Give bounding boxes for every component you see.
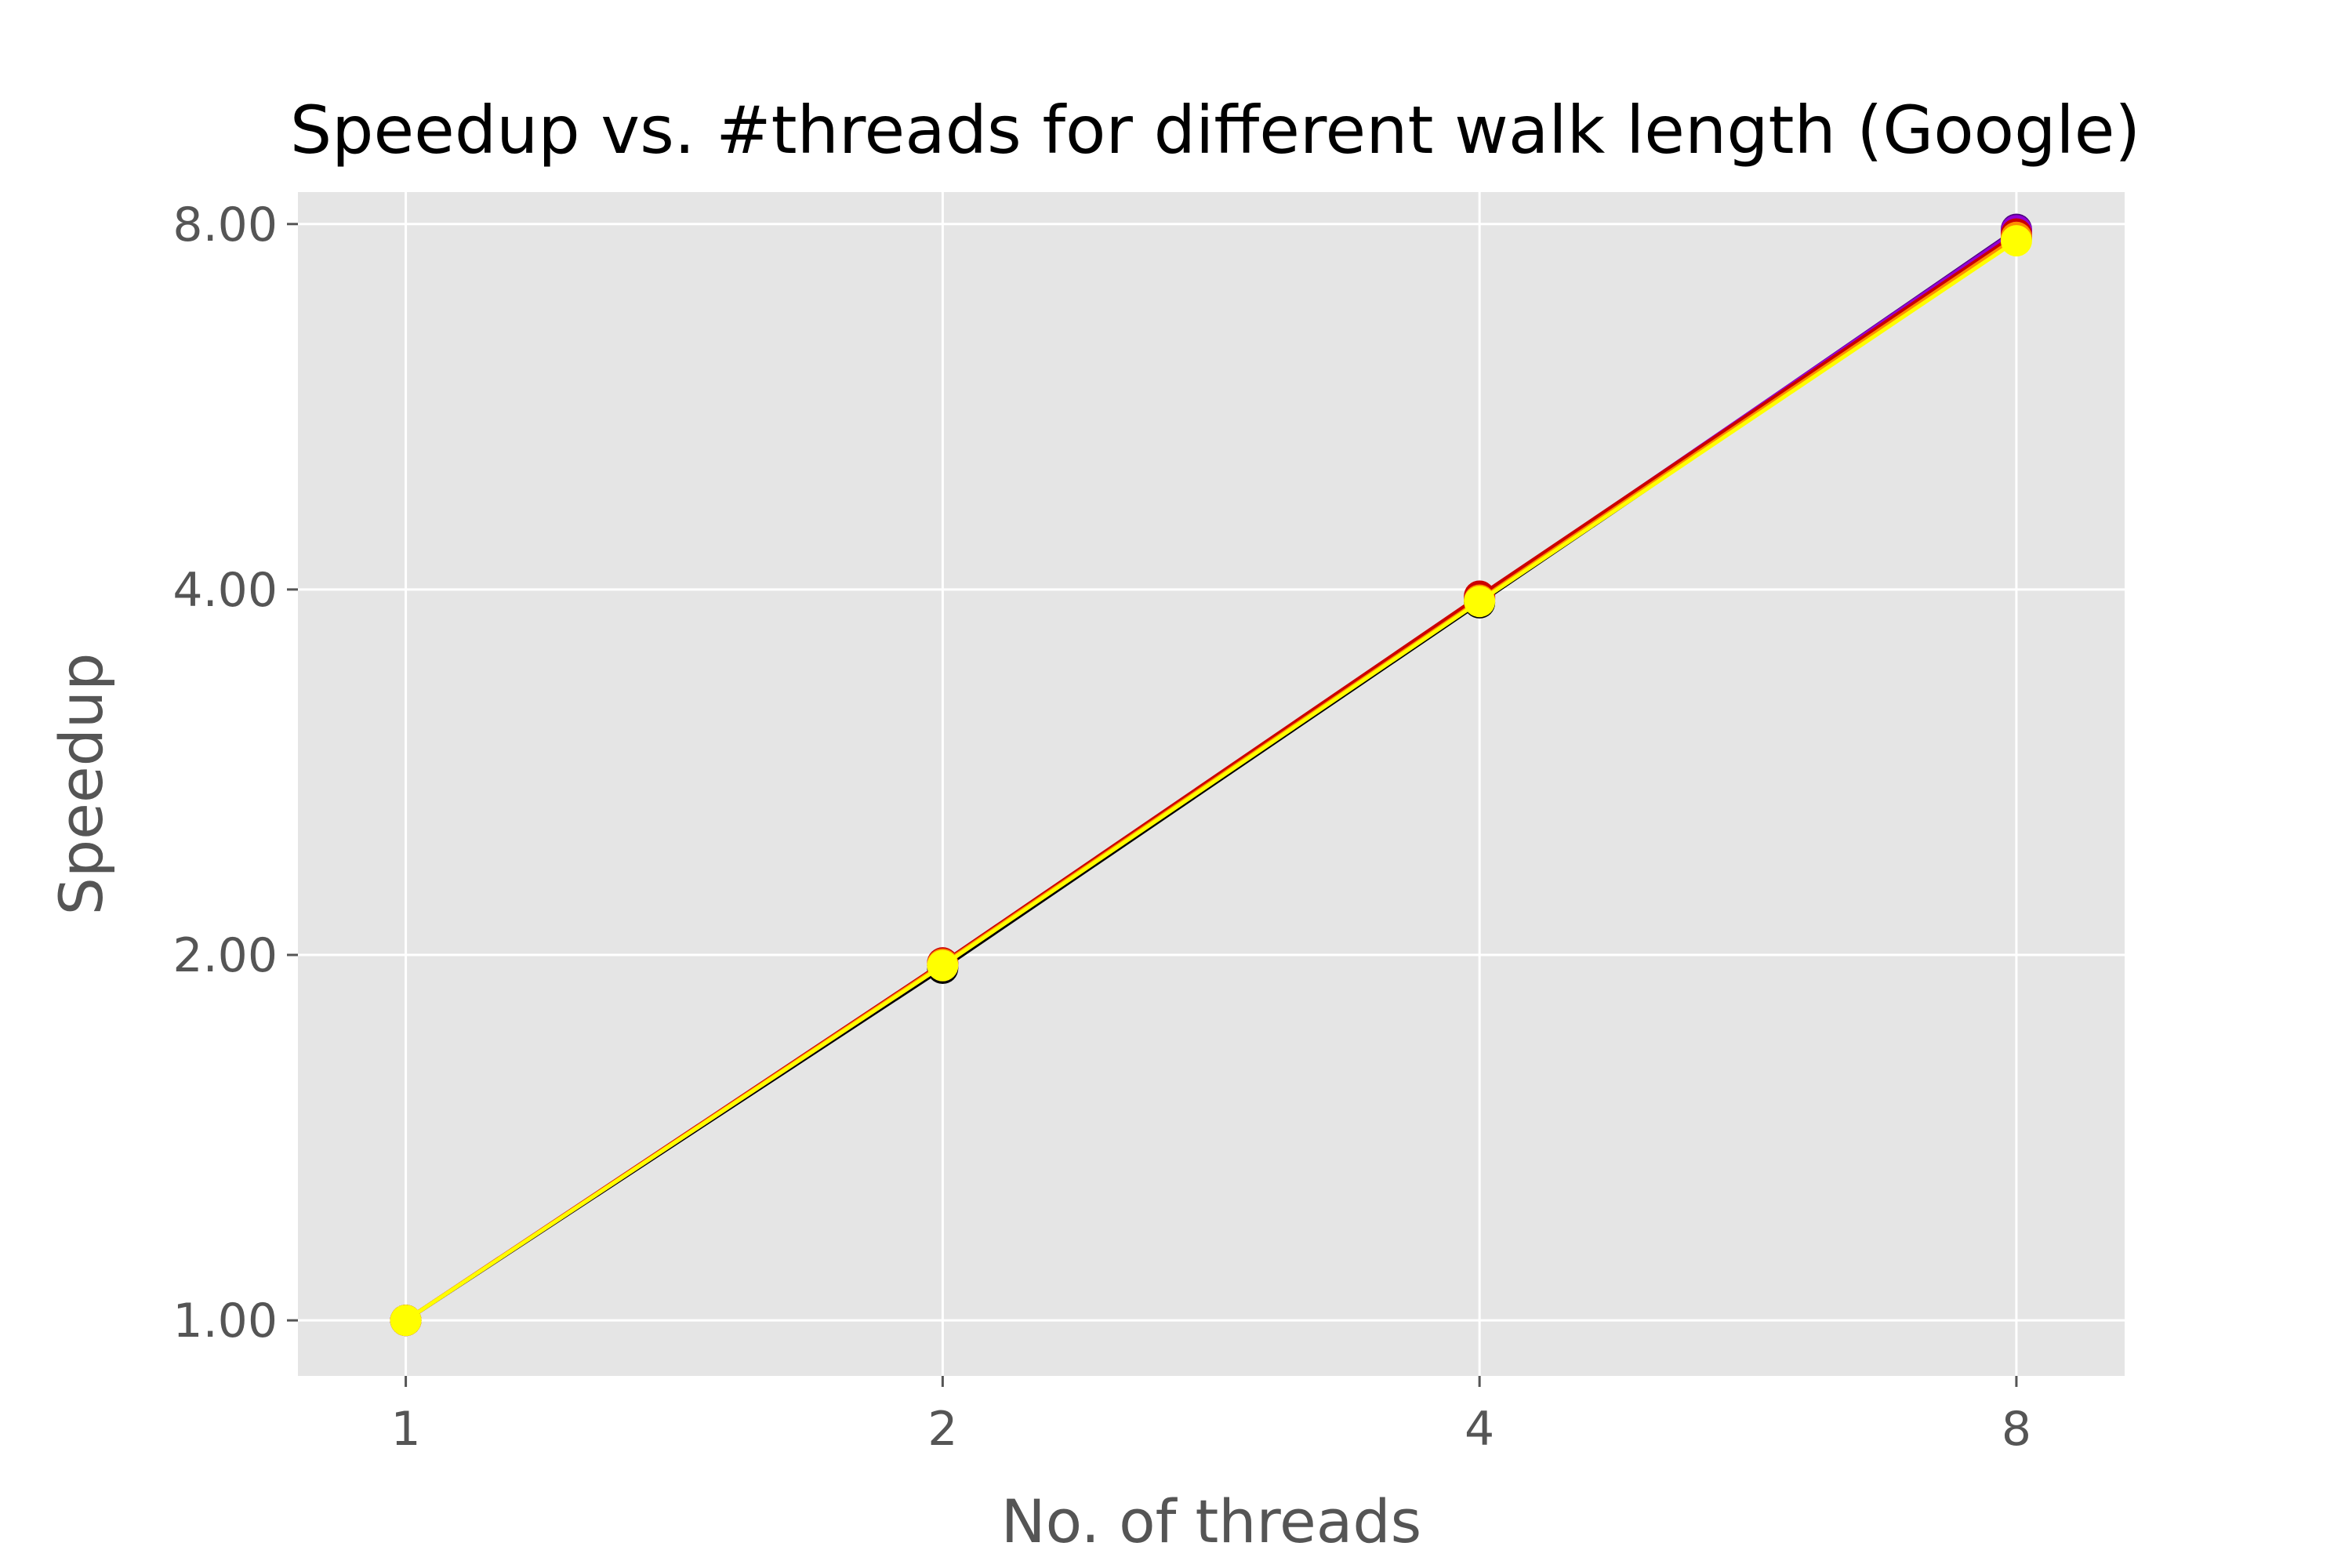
x-tick-label: 2 [927,1402,957,1457]
chart-title: Speedup vs. #threads for different walk … [290,92,2140,169]
data-series [390,213,2032,1337]
series-line [405,239,2018,1323]
data-point [390,1305,422,1337]
data-point [927,949,959,982]
y-tick-label: 4.00 [172,563,278,618]
x-tick-label: 4 [1465,1402,1494,1457]
data-point [2000,225,2032,257]
y-tick-label: 8.00 [172,198,278,252]
y-tick-label: 1.00 [172,1294,278,1348]
series-6 [390,225,2032,1337]
y-tick-label: 2.00 [172,928,278,983]
axis-ticks: 1 2 4 8 1.00 2.00 4.00 8.00 [172,198,2031,1457]
data-point [1464,586,1496,618]
x-axis-label: No. of threads [1001,1486,1421,1556]
grid-lines [298,192,2125,1376]
x-tick-label: 1 [390,1402,420,1457]
y-axis-label: Speedup [46,653,116,916]
x-tick-label: 8 [2002,1402,2031,1457]
